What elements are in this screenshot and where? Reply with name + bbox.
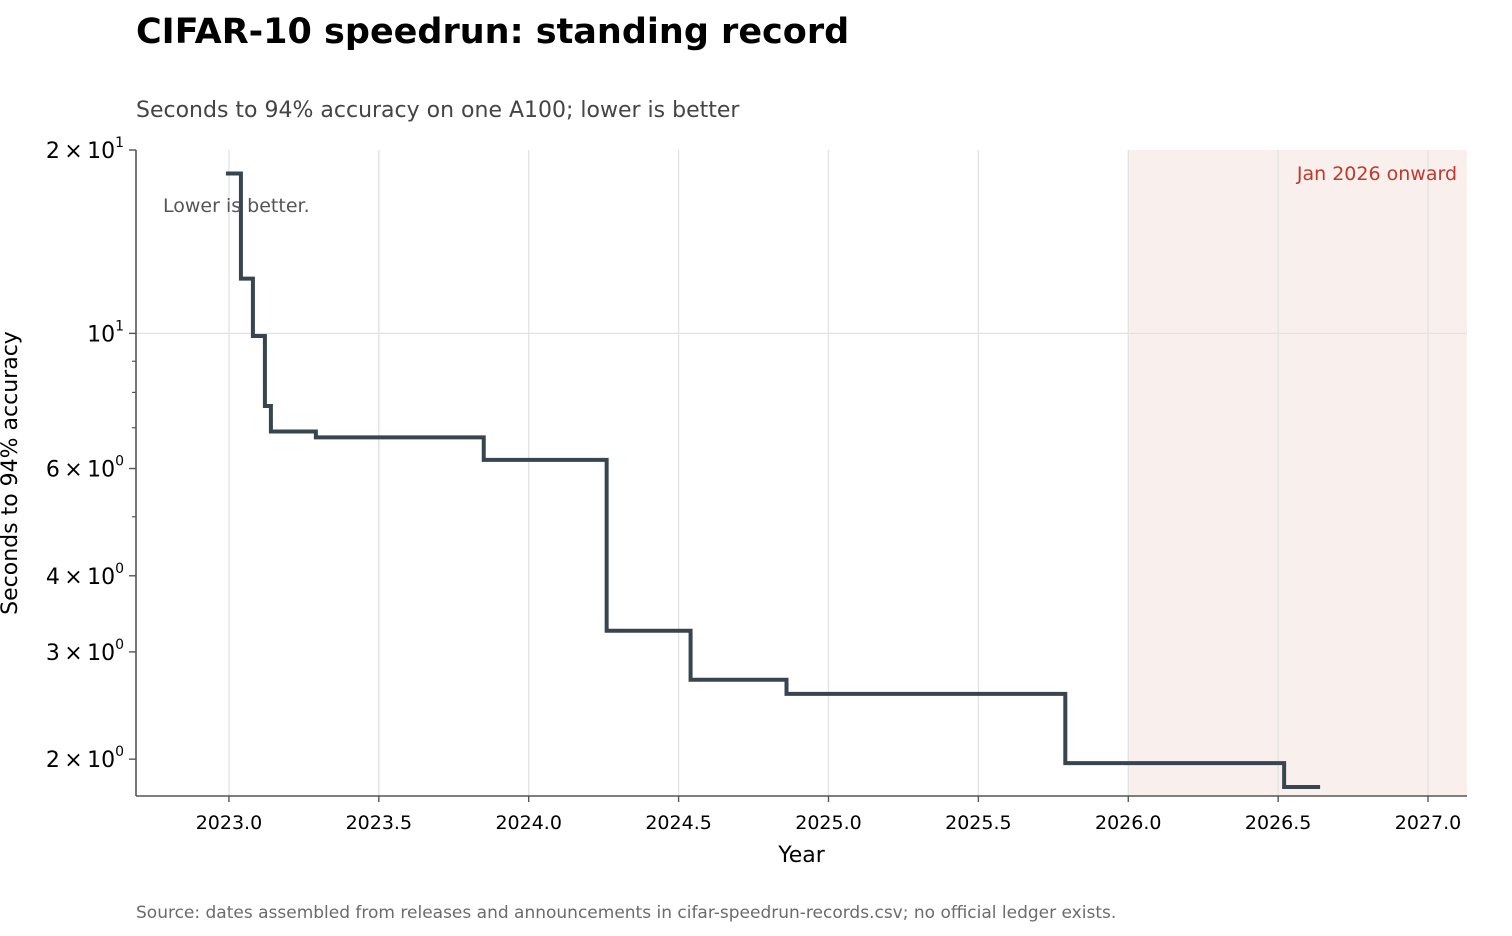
annotation-lower-is-better: Lower is better. <box>163 195 310 217</box>
x-tick-label-8: 2027.0 <box>1395 812 1461 834</box>
x-tick-label-3: 2024.5 <box>645 812 711 834</box>
x-tick-label-0: 2023.0 <box>196 812 262 834</box>
grid-lines <box>136 150 1467 796</box>
x-axis-title: Year <box>777 843 826 868</box>
tick-labels: 2023.0 2023.5 2024.0 2024.5 2025.0 2025.5 2026… <box>46 135 1461 834</box>
highlight-region <box>1128 150 1467 796</box>
y-axis-title: Seconds to 94% accuracy <box>0 331 23 615</box>
y-tick-label-0: 2 × 101 <box>46 135 124 164</box>
chart-subtitle: Seconds to 94% accuracy on one A100; low… <box>136 98 740 123</box>
x-tick-label-6: 2026.0 <box>1095 812 1161 834</box>
source-note: Source: dates assembled from releases an… <box>136 903 1117 923</box>
y-tick-label-2: 6 × 100 <box>46 454 124 483</box>
y-tick-label-3: 4 × 100 <box>46 561 124 590</box>
y-tick-label-5: 2 × 100 <box>46 744 124 773</box>
axes <box>135 150 1467 797</box>
y-tick-label-1: 101 <box>87 318 124 347</box>
x-tick-label-4: 2025.0 <box>795 812 861 834</box>
x-tick-label-2: 2024.0 <box>495 812 561 834</box>
series-line <box>225 171 1321 790</box>
x-tick-label-7: 2026.5 <box>1245 812 1311 834</box>
x-tick-label-5: 2025.5 <box>945 812 1011 834</box>
highlight-label: Jan 2026 onward <box>1296 163 1457 185</box>
y-tick-label-4: 3 × 100 <box>46 637 124 666</box>
x-tick-label-1: 2023.5 <box>346 812 412 834</box>
chart-title: CIFAR-10 speedrun: standing record <box>136 12 850 52</box>
